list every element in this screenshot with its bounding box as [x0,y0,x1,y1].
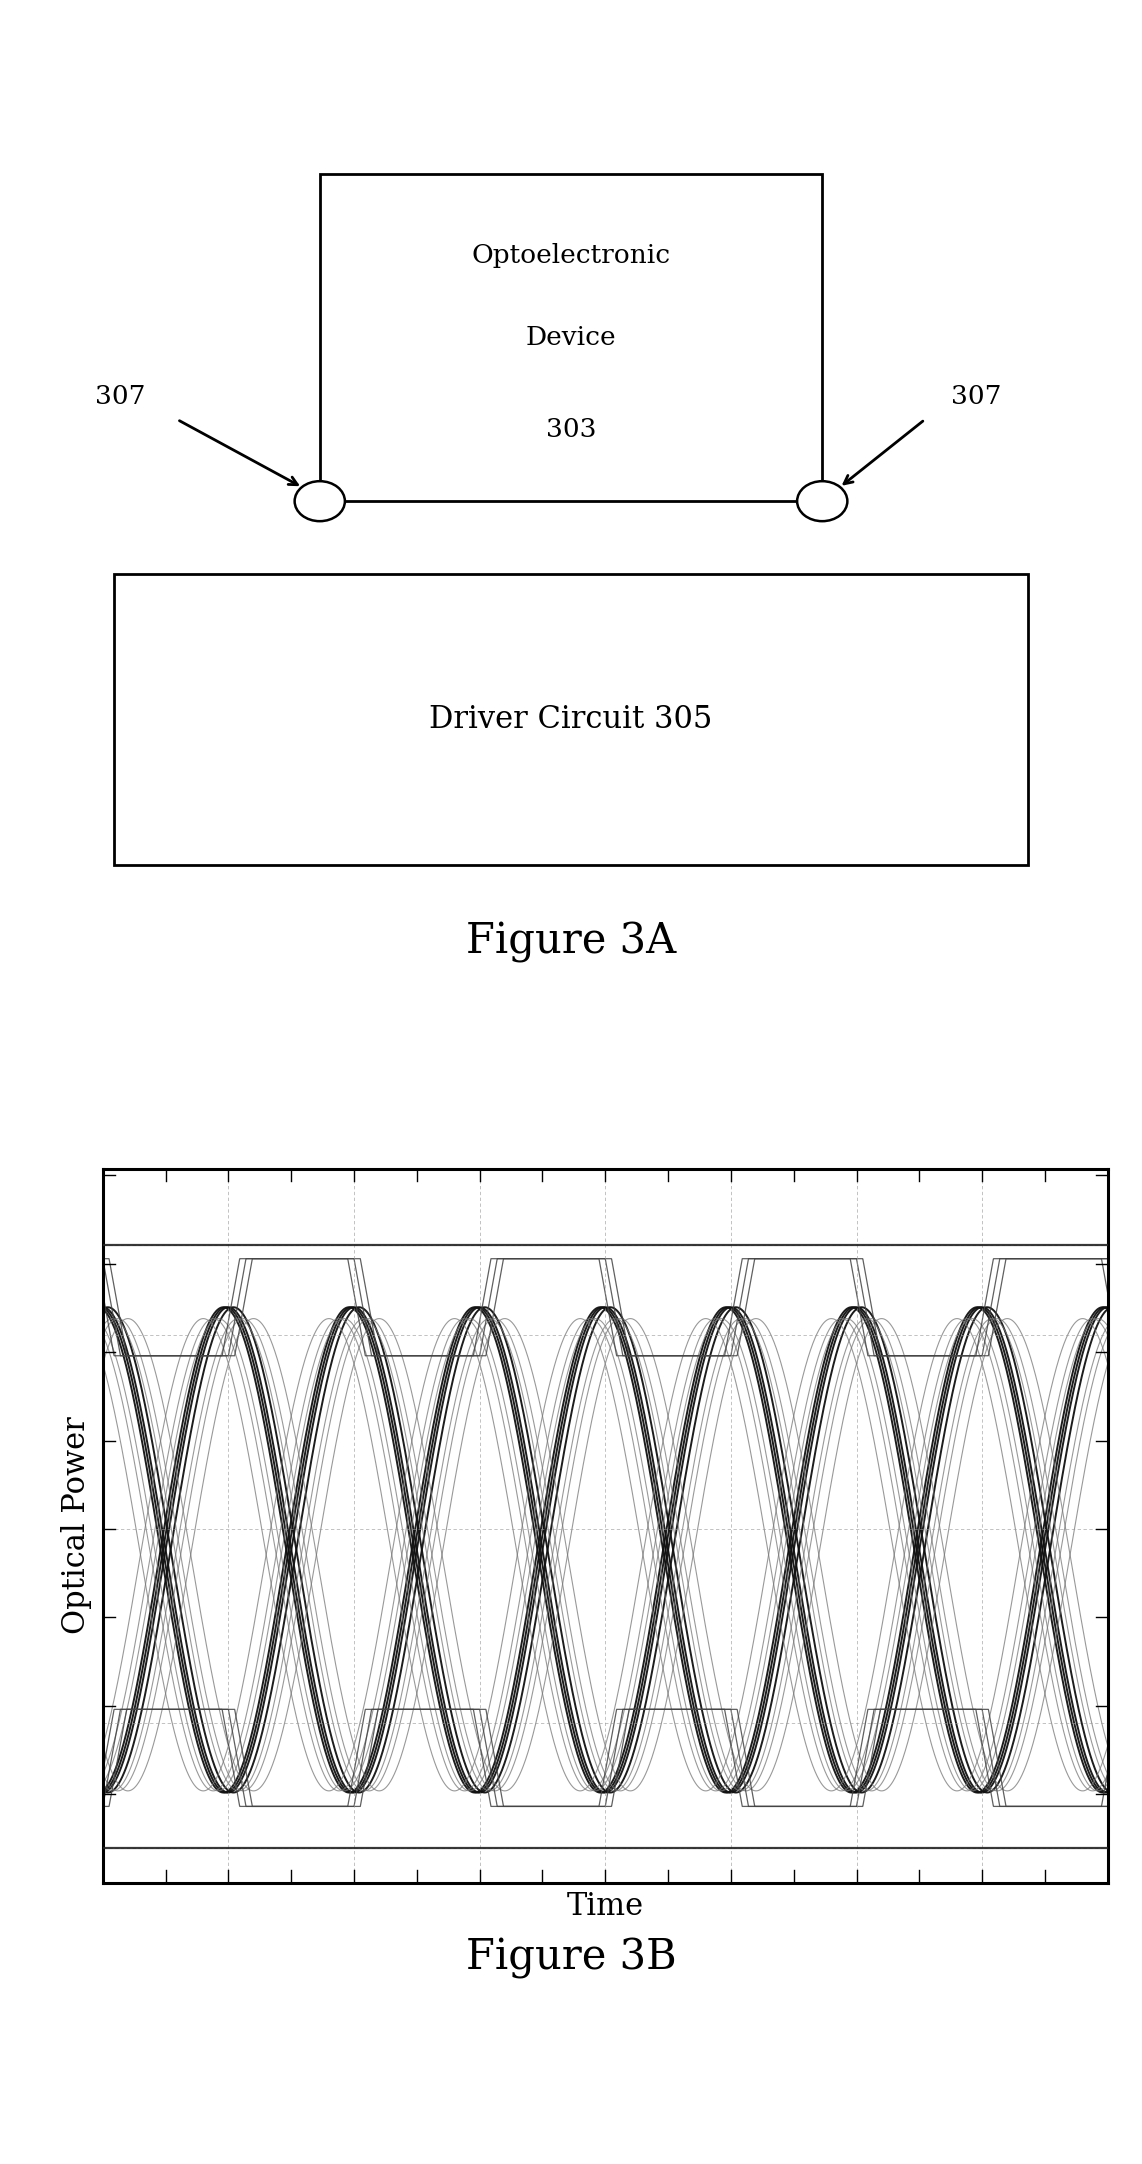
Circle shape [295,480,345,522]
Text: 307: 307 [95,385,145,409]
Text: Figure 3A: Figure 3A [466,922,676,963]
Text: Device: Device [525,325,617,351]
Bar [320,173,822,502]
Y-axis label: Optical Power: Optical Power [61,1417,91,1634]
Text: 307: 307 [951,385,1002,409]
X-axis label: Time: Time [566,1891,644,1922]
Text: 303: 303 [546,418,596,441]
Text: Driver Circuit 305: Driver Circuit 305 [429,703,713,736]
Circle shape [797,480,847,522]
Text: Optoelectronic: Optoelectronic [472,242,670,268]
Bar [114,573,1028,866]
Text: Figure 3B: Figure 3B [466,1937,676,1980]
